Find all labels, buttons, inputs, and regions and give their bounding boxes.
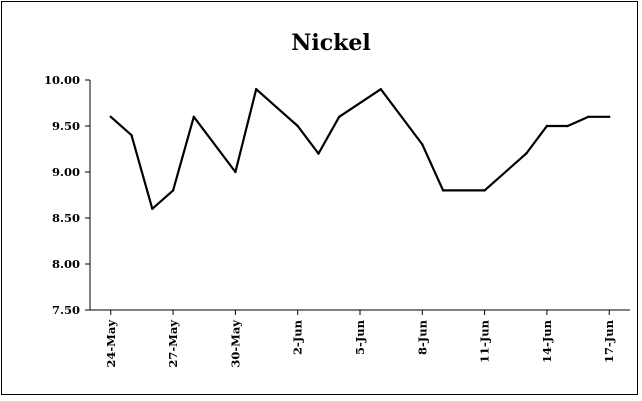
y-tick-label: 10.00 xyxy=(44,73,80,87)
y-tick-label: 8.00 xyxy=(52,257,80,271)
data-point xyxy=(151,207,154,210)
x-tick-label: 24-May xyxy=(104,320,118,368)
data-point xyxy=(566,124,569,128)
data-point xyxy=(171,189,175,192)
data-point xyxy=(608,115,611,119)
data-point xyxy=(296,124,299,128)
x-tick-label: 5-Jun xyxy=(353,319,367,355)
data-point xyxy=(545,124,549,128)
x-tick-label: 2-Jun xyxy=(291,319,305,355)
x-tick-label: 11-Jun xyxy=(478,319,492,363)
data-point xyxy=(254,88,258,91)
nickel-series-line xyxy=(110,88,610,210)
data-point xyxy=(421,143,424,146)
x-tick-label: 17-Jun xyxy=(602,319,616,363)
data-point xyxy=(317,152,320,155)
data-point xyxy=(275,106,279,109)
data-point xyxy=(587,115,590,119)
tick-labels: 10.00 9.50 9.00 8.50 8.00 7.50 24-May 27-May 30-… xyxy=(44,73,616,368)
y-tick-label: 9.00 xyxy=(52,165,80,179)
data-point xyxy=(483,189,486,192)
y-tick-label: 8.50 xyxy=(52,211,80,225)
y-tick-label: 9.50 xyxy=(52,119,80,133)
data-point xyxy=(234,170,237,174)
x-tick-label: 8-Jun xyxy=(415,319,429,355)
series-layer xyxy=(109,88,611,210)
x-tick-label: 30-May xyxy=(228,320,242,368)
axes xyxy=(85,79,630,315)
data-point xyxy=(130,134,133,137)
nickel-line-chart: Nickel 10.00 9.50 9.00 8.50 8.00 7.50 24-May 27… xyxy=(44,30,630,368)
data-point xyxy=(192,115,196,119)
chart-frame: Nickel 10.00 9.50 9.00 8.50 8.00 7.50 24-May 27… xyxy=(1,1,638,395)
data-point xyxy=(379,88,382,91)
data-point xyxy=(524,152,528,155)
x-tick-label: 14-Jun xyxy=(540,319,554,363)
data-point xyxy=(338,115,341,119)
chart-title: Nickel xyxy=(291,30,370,56)
y-tick-label: 7.50 xyxy=(52,303,80,317)
x-tick-label: 27-May xyxy=(166,320,180,368)
data-point xyxy=(109,115,112,119)
data-point xyxy=(441,189,445,192)
